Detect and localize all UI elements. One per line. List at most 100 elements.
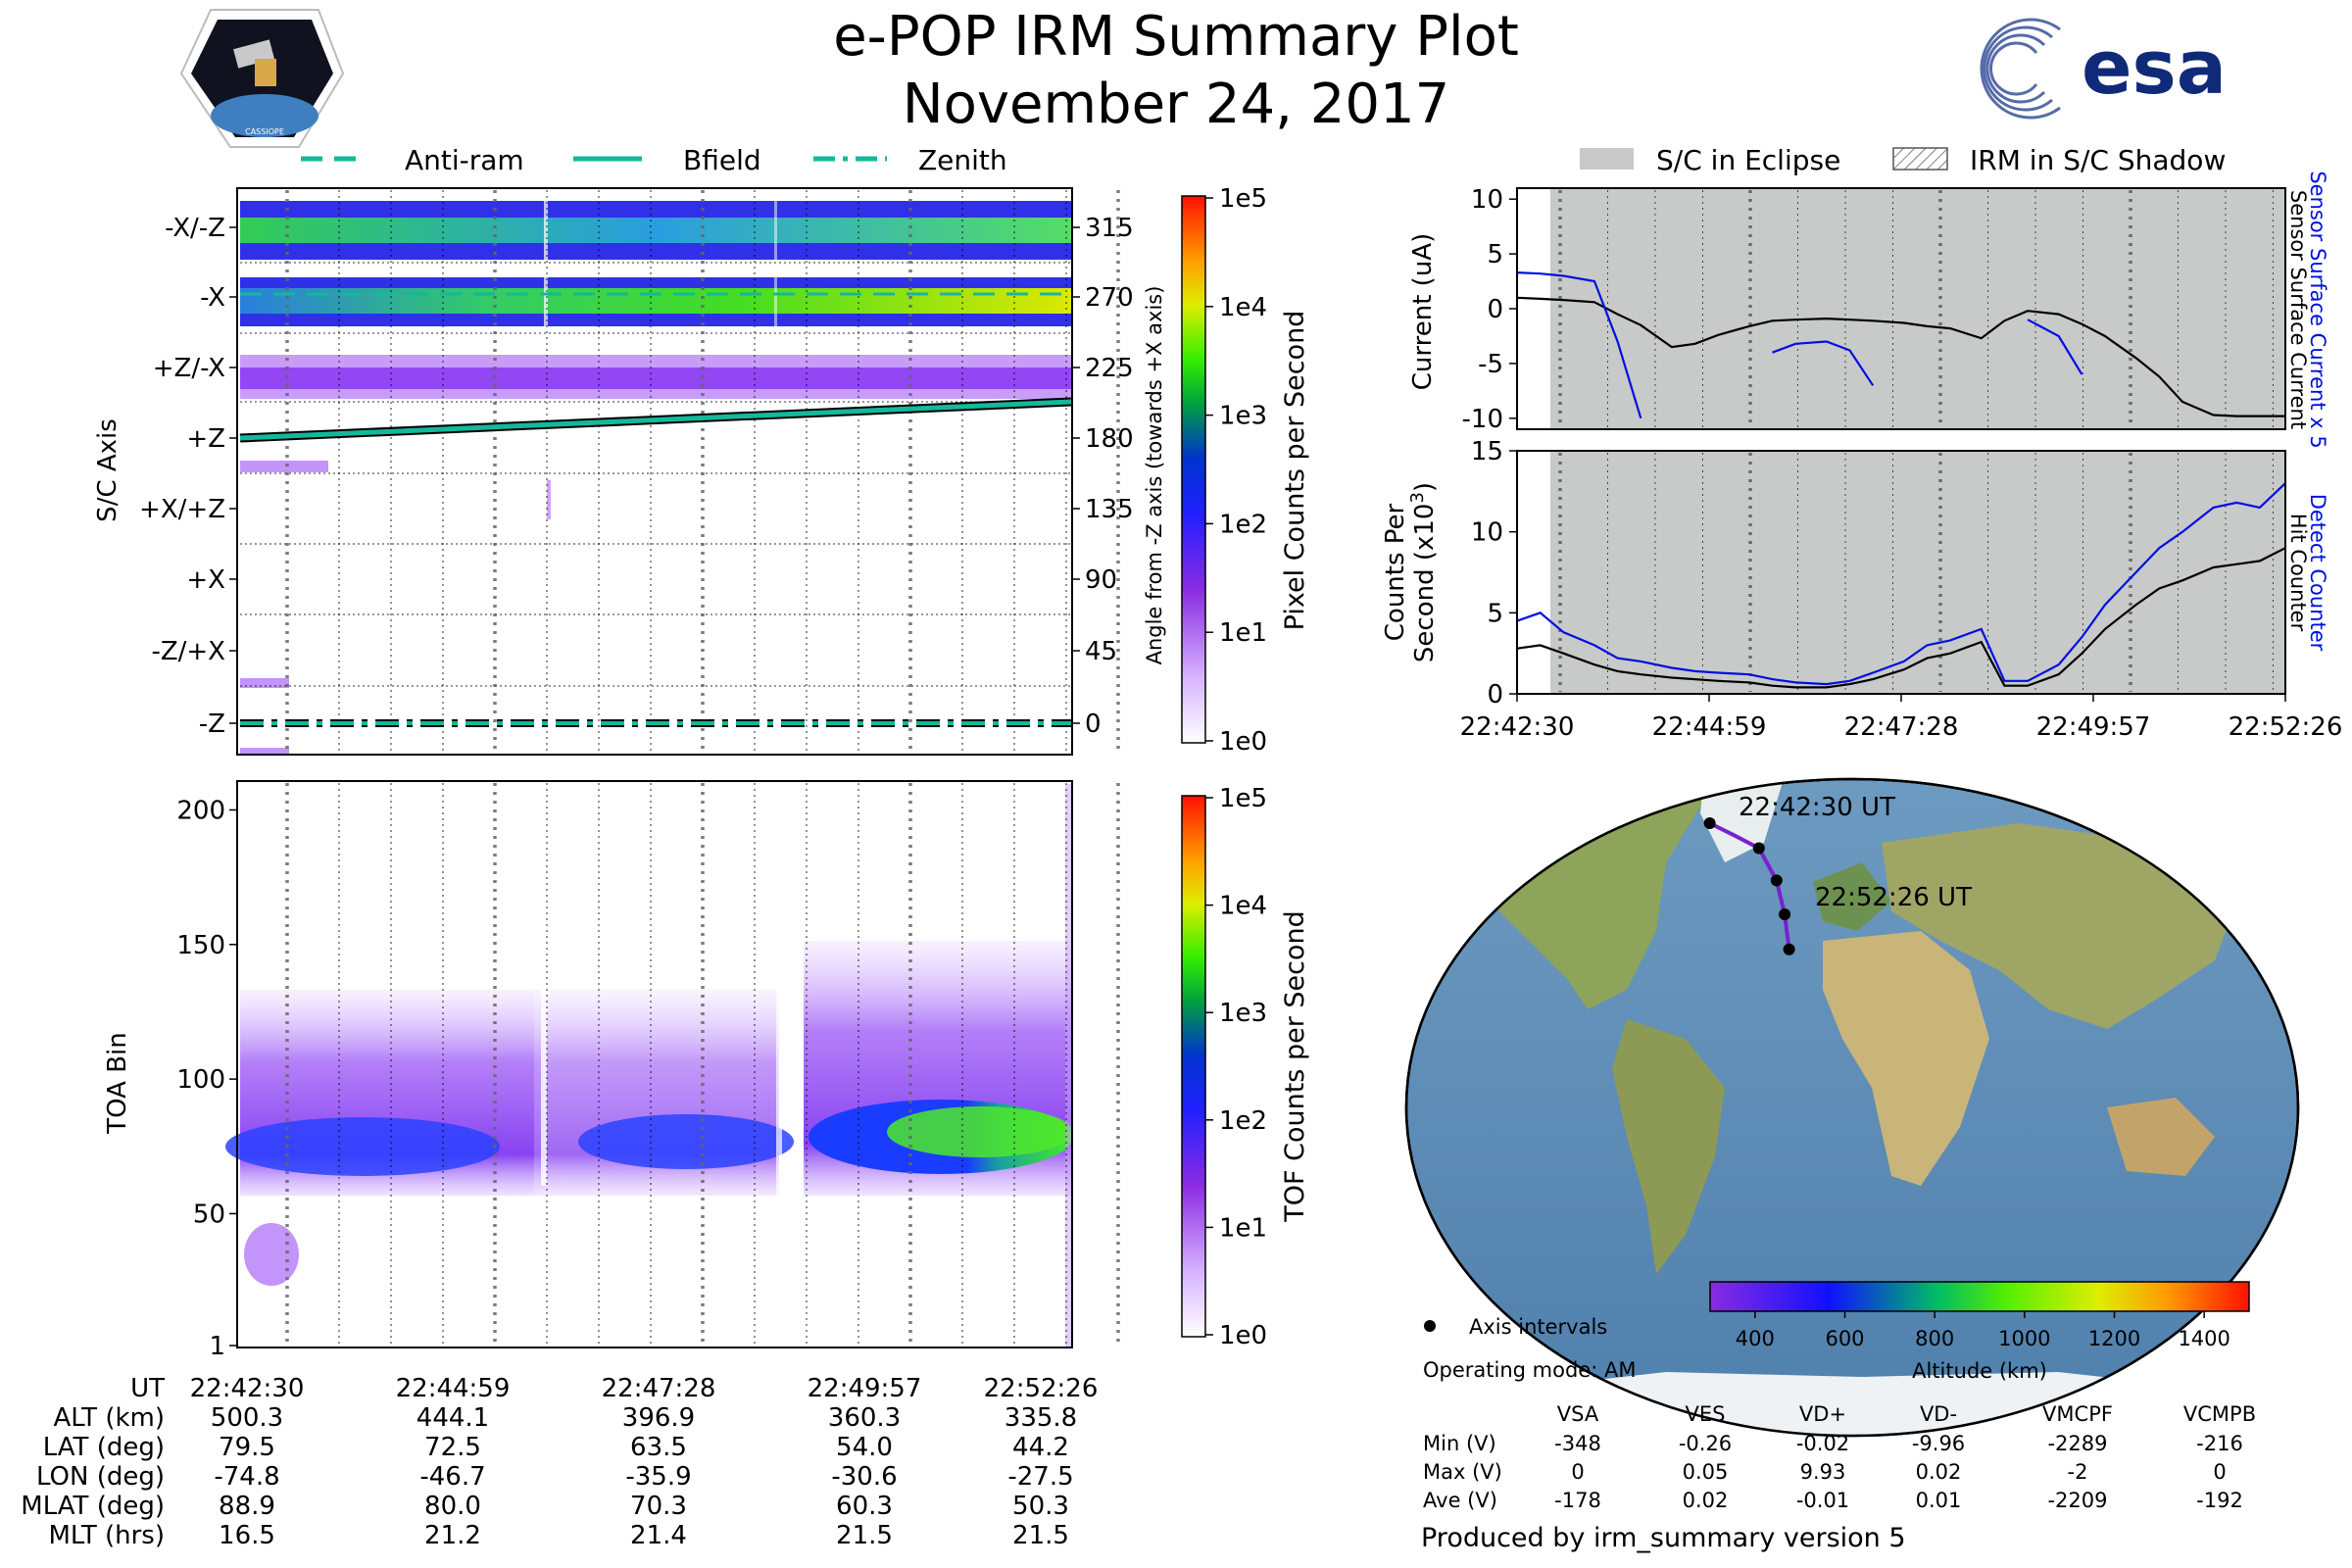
voltage-cell: 9.93 (1800, 1460, 1846, 1484)
altitude-tick-label: 800 (1915, 1327, 1954, 1350)
legend-top: Anti-ram Bfield Zenith (301, 144, 1007, 176)
voltage-cell: 0.05 (1683, 1460, 1729, 1484)
pixel-y2-tick-label: 45 (1085, 637, 1117, 666)
pixel-y-tick-label: -Z (199, 710, 225, 739)
voltage-cell: -216 (2196, 1432, 2243, 1455)
current-y2label-blue: Sensor Surface Current x 5 (2306, 171, 2329, 448)
colorbar-tick-label: 1e3 (1219, 402, 1267, 431)
voltage-cell: -2 (2068, 1460, 2088, 1484)
voltage-table: VSA VES VD+ VD- VMCPF VCMPB Min (V) -348 -0.26 -0… (1423, 1402, 2256, 1512)
x-tick-label: 22:42:30 (1460, 712, 1575, 742)
pixel-ylabel: S/C Axis (93, 418, 122, 522)
altitude-colorbar: 400 600 800 1000 1200 1400 Altitude (km) (1709, 1281, 2250, 1383)
bfield-line (239, 399, 1072, 441)
legend-eclipse-swatch (1580, 148, 1634, 170)
operating-mode: Operating mode: AM (1423, 1358, 1636, 1382)
voltage-cell: 0.02 (1916, 1460, 1962, 1484)
colorbar-tick-label: 1e4 (1219, 293, 1267, 322)
ephemeris-cell: 22:42:30 (190, 1374, 305, 1403)
esa-logo: esa (1980, 18, 2227, 120)
ephemeris-cell: 60.3 (836, 1492, 893, 1521)
ephemeris-cell: 444.1 (416, 1403, 489, 1433)
current-y2label-black: Sensor Surface Current (2286, 190, 2310, 429)
colorbar-tick-label: 1e0 (1219, 1321, 1267, 1350)
pixel-y-tick-label: +X/+Z (139, 495, 225, 524)
pixel-data (240, 201, 1071, 756)
ephemeris-cell: 44.2 (1012, 1433, 1069, 1462)
colorbar-tick-label: 1e2 (1219, 1106, 1267, 1136)
voltage-header: VCMPB (2183, 1402, 2256, 1426)
legend-shadow-label: IRM in S/C Shadow (1970, 144, 2226, 176)
ephemeris-row-label: LON (deg) (36, 1462, 165, 1492)
counts-x-ticks: 22:42:30 22:44:59 22:47:28 22:49:57 22:52:26 (1460, 694, 2343, 742)
pixel-time-grid (285, 190, 1120, 753)
voltage-cell: -9.96 (1912, 1432, 1965, 1455)
y-tick-label: 5 (1487, 599, 1503, 628)
legend-shadow-swatch (1892, 147, 1948, 171)
counts-series (1516, 482, 2286, 689)
colorbar-tick-label: 1e1 (1219, 1213, 1267, 1243)
y-tick-label: -5 (1478, 350, 1503, 379)
voltage-cell: 0.02 (1683, 1489, 1729, 1512)
tof-y-tick-label: 200 (176, 796, 225, 825)
ephemeris-cell: -27.5 (1007, 1462, 1073, 1492)
y-tick-label: 10 (1471, 185, 1503, 215)
ephemeris-row-label: MLT (hrs) (49, 1521, 166, 1550)
voltage-header: VSA (1557, 1402, 1599, 1426)
voltage-cell: 0.01 (1916, 1489, 1962, 1512)
ephemeris-cell: -35.9 (625, 1462, 691, 1492)
ephemeris-cell: -74.8 (214, 1462, 279, 1492)
pixel-y2-tick-label: 315 (1085, 214, 1134, 243)
voltage-cell: -0.26 (1679, 1432, 1732, 1455)
altitude-tick-label: 400 (1736, 1327, 1775, 1350)
axis-interval-marker (1424, 1320, 1436, 1332)
voltage-row-label: Ave (V) (1423, 1489, 1497, 1512)
colorbar-tick-label: 1e5 (1219, 784, 1267, 813)
y-tick-label: 5 (1487, 240, 1503, 270)
legend-zenith-label: Zenith (918, 144, 1007, 176)
ephemeris-row-label: UT (130, 1374, 165, 1403)
x-tick-label: 22:52:26 (2229, 712, 2343, 742)
eclipse-region-current (1550, 188, 2285, 429)
voltage-cell: -178 (1554, 1489, 1601, 1512)
series-line-hit-counter (1516, 547, 2286, 689)
voltage-cell: -192 (2196, 1489, 2243, 1512)
voltage-cell: -2209 (2047, 1489, 2107, 1512)
legend-right: S/C in Eclipse IRM in S/C Shadow (1580, 144, 2226, 176)
tof-ylabel: TOA Bin (103, 1032, 132, 1134)
voltage-cell: -0.02 (1796, 1432, 1849, 1455)
voltage-row-label: Max (V) (1423, 1460, 1502, 1484)
ephemeris-cell: -30.6 (831, 1462, 897, 1492)
pixel-y-tick-label: -X (200, 283, 225, 313)
altitude-colorbar-label: Altitude (km) (1912, 1359, 2047, 1383)
tof-time-grid (285, 783, 1120, 1346)
counts-y-ticks: 15 10 5 0 (1471, 437, 1517, 710)
ephemeris-cell: 396.9 (622, 1403, 695, 1433)
ephemeris-cell: 360.3 (828, 1403, 901, 1433)
ephemeris-cell: 88.9 (219, 1492, 275, 1521)
tof-y-tick-label: 150 (176, 931, 225, 960)
voltage-cell: 0 (2213, 1460, 2226, 1484)
tof-y-tick-label: 1 (209, 1332, 225, 1361)
pixel-colorbar-label: Pixel Counts per Second (1280, 311, 1310, 631)
cassiope-logo: CASSIOPE (179, 9, 345, 148)
legend-eclipse-label: S/C in Eclipse (1656, 144, 1840, 176)
ephemeris-row-label: LAT (deg) (43, 1433, 165, 1462)
voltage-cell: -2289 (2047, 1432, 2107, 1455)
y-tick-label: 15 (1471, 437, 1503, 466)
tof-panel: 200 150 100 50 1 TOA Bin (103, 780, 1120, 1361)
ephemeris-cell: 21.5 (836, 1521, 893, 1550)
cassiope-logo-text: CASSIOPE (245, 127, 284, 136)
series-line-detect-counter (1516, 482, 2286, 686)
pixel-y2-tick-label: 225 (1085, 354, 1134, 383)
ephemeris-cell: 16.5 (219, 1521, 275, 1550)
track-point (1779, 908, 1791, 921)
page-title: e-POP IRM Summary Plot (833, 5, 1519, 69)
y-tick-label: -10 (1462, 405, 1503, 434)
tof-colorbar-label: TOF Counts per Second (1280, 910, 1310, 1223)
ephemeris-cell: 21.5 (1012, 1521, 1069, 1550)
pixel-y-tick-label: -X/-Z (165, 214, 225, 243)
